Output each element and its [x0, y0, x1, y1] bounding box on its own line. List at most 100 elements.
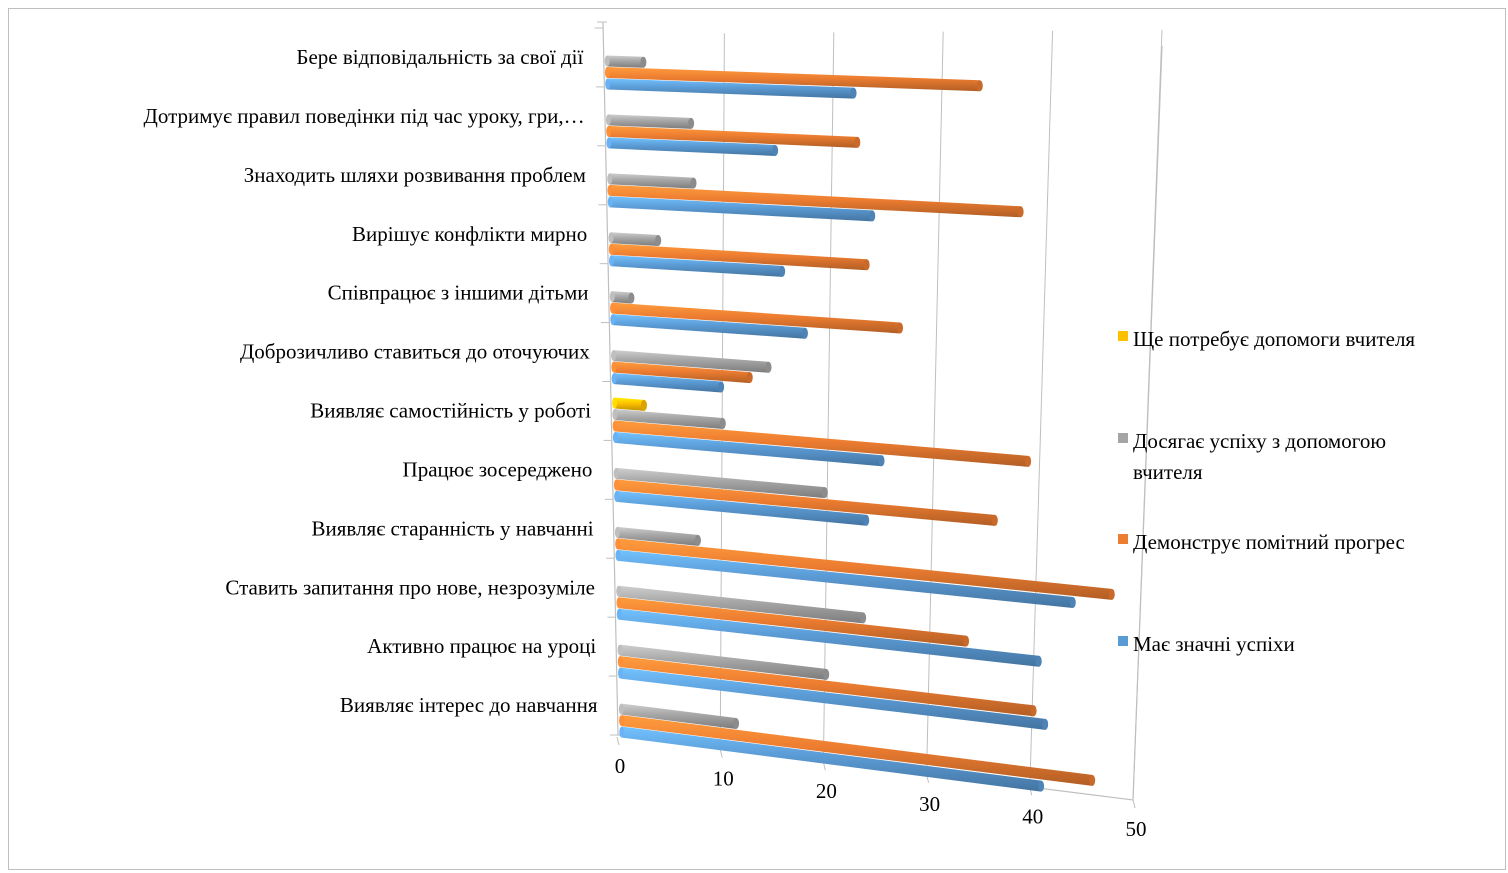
- bar-body: [616, 490, 867, 526]
- bar-body: [616, 467, 825, 499]
- legend-label: Демонструє помітний прогрес: [1133, 530, 1405, 554]
- bar-body: [615, 420, 1029, 467]
- bar-cap: [688, 117, 695, 129]
- bar-body: [612, 302, 901, 334]
- x-tick-label: 30: [919, 792, 940, 816]
- bar-body: [620, 667, 1046, 730]
- category-label: Виявляє самостійність у роботі: [310, 399, 591, 423]
- bar: [617, 656, 1037, 717]
- bar-base: [606, 125, 612, 137]
- bar-body: [617, 549, 1073, 609]
- bar-base: [618, 703, 624, 715]
- bar-cap: [690, 177, 697, 189]
- bar-body: [621, 715, 1093, 786]
- category-label: Виявляє старанність у навчанні: [312, 516, 594, 540]
- bar-base: [605, 78, 611, 90]
- bar-cap: [976, 80, 983, 92]
- bar-cap: [772, 144, 779, 156]
- bar: [615, 549, 1076, 609]
- bar-base: [611, 350, 617, 362]
- gridline: [926, 31, 944, 775]
- category-label: Співпрацює з іншими дітьми: [328, 281, 589, 305]
- bar-base: [612, 397, 618, 409]
- bar-body: [612, 314, 805, 339]
- x-tick-label: 20: [816, 779, 837, 803]
- bar-body: [618, 585, 864, 624]
- bar-base: [609, 255, 615, 267]
- bar-base: [619, 726, 625, 738]
- bar-base: [607, 173, 613, 185]
- bar-cap: [779, 265, 786, 277]
- bar: [614, 490, 870, 526]
- bar-cap: [1017, 206, 1024, 218]
- bar: [612, 409, 726, 430]
- bar-cap: [878, 455, 885, 467]
- bar: [610, 302, 904, 334]
- bar-base: [612, 432, 618, 443]
- bar-base: [614, 490, 620, 502]
- bar: [613, 479, 998, 526]
- bar-body: [611, 255, 783, 277]
- bar-body: [621, 703, 737, 729]
- bar-base: [613, 467, 619, 479]
- bar: [605, 114, 695, 129]
- bar: [609, 255, 786, 277]
- bar: [618, 703, 740, 729]
- bar-body: [612, 291, 632, 304]
- bar: [619, 726, 1045, 792]
- bar-base: [604, 67, 610, 78]
- x-tick-label: 50: [1126, 817, 1147, 841]
- bar-cap: [1025, 455, 1032, 467]
- bar-base: [611, 361, 617, 373]
- bar-base: [610, 302, 616, 314]
- bar-base: [616, 608, 622, 620]
- value-tick: [1132, 799, 1136, 809]
- legend-swatch: [1118, 534, 1128, 544]
- bar-body: [614, 409, 723, 430]
- bar-cap: [863, 514, 870, 526]
- bar: [611, 373, 725, 393]
- bar-base: [612, 420, 618, 432]
- bar-cap: [1069, 597, 1076, 609]
- bar-base: [607, 184, 613, 196]
- bar-body: [609, 173, 694, 189]
- legend-item: Має значні успіхи: [1118, 632, 1295, 656]
- bar-body: [613, 361, 750, 384]
- bar: [618, 667, 1049, 730]
- bar-base: [618, 667, 624, 679]
- bar-base: [605, 114, 611, 126]
- bar: [616, 597, 970, 647]
- bar-body: [610, 196, 873, 222]
- bar-base: [611, 373, 617, 385]
- bar-base: [615, 538, 621, 550]
- x-tick-label: 40: [1022, 804, 1043, 828]
- legend-swatch: [1118, 331, 1128, 341]
- bar-cap: [718, 381, 725, 393]
- bar-cap: [1030, 705, 1037, 717]
- bar: [611, 350, 772, 373]
- bar-base: [613, 479, 619, 491]
- bar-cap: [733, 717, 740, 729]
- bar-cap: [1042, 718, 1049, 730]
- category-label: Вирішує конфлікти мирно: [352, 222, 587, 246]
- bar-cap: [655, 235, 662, 247]
- bar: [605, 78, 857, 99]
- bar: [604, 67, 983, 92]
- bar-body: [607, 78, 854, 99]
- legend-item: Демонструє помітний прогрес: [1118, 530, 1405, 554]
- bar-base: [615, 549, 621, 561]
- bar-cap: [801, 327, 808, 339]
- x-tick-label: 0: [615, 754, 626, 778]
- legend-label: вчителя: [1133, 460, 1203, 484]
- legend-label: Досягає успіху з допомогою: [1133, 429, 1386, 453]
- bar: [616, 608, 1042, 667]
- bar-cap: [628, 292, 635, 304]
- bar-body: [613, 350, 769, 373]
- bar-cap: [640, 399, 647, 411]
- bar: [614, 526, 701, 546]
- value-tick: [719, 749, 723, 758]
- legend: Ще потребує допомоги вчителя Досягає успі…: [1118, 327, 1415, 656]
- bar-cap: [854, 136, 861, 148]
- bar-body: [609, 184, 1021, 218]
